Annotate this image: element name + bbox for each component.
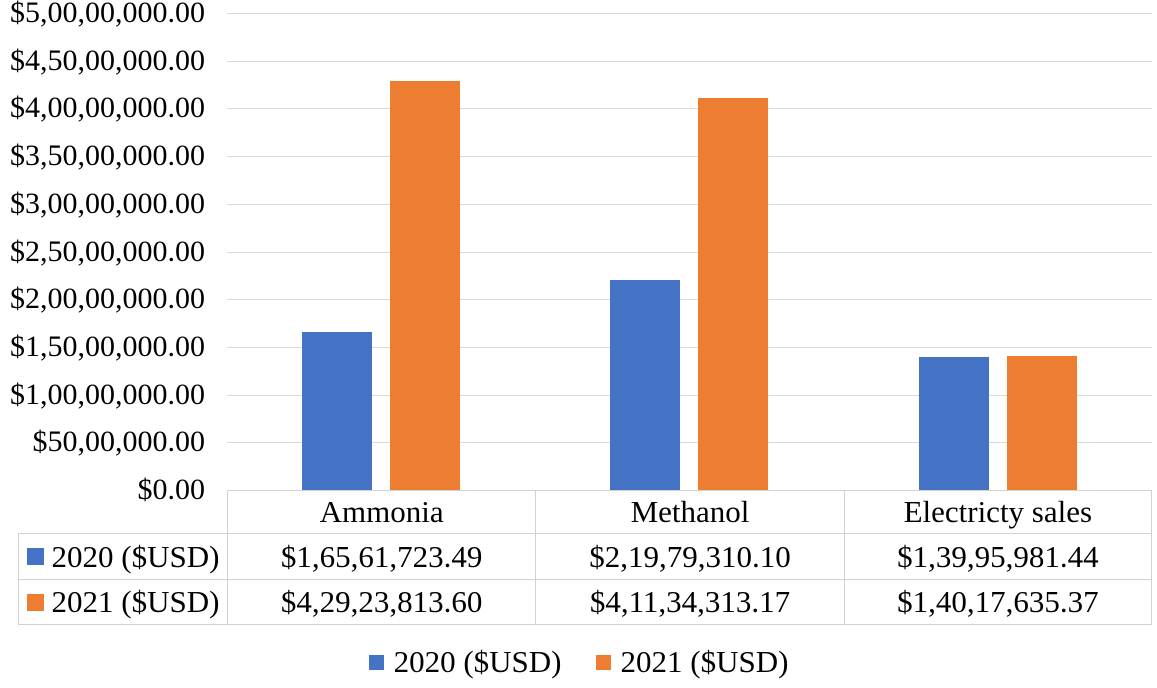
legend-2020-swatch-icon xyxy=(368,654,384,670)
bar-2020-ammonia xyxy=(302,332,373,490)
gridline xyxy=(227,13,1152,14)
y-axis-tick-label: $50,00,000.00 xyxy=(32,425,206,459)
bar-group-methanol xyxy=(535,13,843,490)
row-label-2020-text: 2020 ($USD) xyxy=(51,538,220,574)
y-axis-labels: $5,00,00,000.00 $4,50,00,000.00 $4,00,00,0… xyxy=(0,0,206,506)
bar-2020-electricty-sales xyxy=(918,356,989,490)
y-axis-tick-label: $3,00,00,000.00 xyxy=(10,186,205,220)
row-label-2020: 2020 ($USD) xyxy=(18,534,227,579)
bar-group-ammonia xyxy=(227,13,535,490)
row-label-2021: 2021 ($USD) xyxy=(18,580,227,624)
gridline xyxy=(227,346,1152,348)
bar-2021-electricty-sales xyxy=(1006,356,1077,490)
legend: 2020 ($USD) 2021 ($USD) xyxy=(0,640,1157,684)
value-2021-ammonia: $4,29,23,813.60 xyxy=(227,580,535,624)
gridline xyxy=(227,251,1152,253)
value-2020-methanol: $2,19,79,310.10 xyxy=(535,534,843,579)
table-row-2021: 2021 ($USD) $4,29,23,813.60 $4,11,34,313… xyxy=(18,579,1152,625)
category-header-electricty-sales: Electricty sales xyxy=(843,491,1152,533)
gridline xyxy=(227,156,1152,158)
gridline xyxy=(227,299,1152,301)
legend-item-2021: 2021 ($USD) xyxy=(595,644,789,680)
y-axis-tick-label: $1,00,00,000.00 xyxy=(10,377,205,411)
legend-2021-swatch-icon xyxy=(595,654,611,670)
y-axis-tick-label: $2,50,00,000.00 xyxy=(10,234,205,268)
bar-group-electricty-sales xyxy=(844,13,1152,490)
table-header-row: Ammonia Methanol Electricty sales xyxy=(227,490,1152,533)
bar-series-container xyxy=(227,13,1152,490)
row-label-2021-text: 2021 ($USD) xyxy=(51,584,220,619)
value-2020-ammonia: $1,65,61,723.49 xyxy=(227,534,535,579)
bar-2020-methanol xyxy=(610,280,681,490)
legend-2021-label: 2021 ($USD) xyxy=(620,644,789,679)
category-header-methanol: Methanol xyxy=(535,491,843,533)
y-axis-tick-label: $5,00,00,000.00 xyxy=(10,0,205,29)
y-axis-tick-label: $3,50,00,000.00 xyxy=(10,139,205,173)
plot-area xyxy=(227,13,1152,490)
value-2021-electricty: $1,40,17,635.37 xyxy=(843,580,1152,624)
value-2021-methanol: $4,11,34,313.17 xyxy=(535,580,843,624)
table-row-2020: 2020 ($USD) $1,65,61,723.49 $2,19,79,310… xyxy=(18,533,1152,579)
bar-2021-methanol xyxy=(698,97,769,490)
gridline xyxy=(227,203,1152,205)
y-axis-tick-label: $4,00,00,000.00 xyxy=(10,91,205,125)
y-axis-tick-label: $2,00,00,000.00 xyxy=(10,282,205,316)
category-header-ammonia: Ammonia xyxy=(227,491,535,533)
series-2020-key-icon xyxy=(26,548,44,565)
bar-2021-ammonia xyxy=(390,80,461,490)
gridline xyxy=(227,394,1152,396)
y-axis-tick-label: $0.00 xyxy=(137,473,206,506)
data-table: Ammonia Methanol Electricty sales 2020 (… xyxy=(18,490,1152,625)
y-axis-tick-label: $4,50,00,000.00 xyxy=(10,43,205,77)
legend-2020-label: 2020 ($USD) xyxy=(393,644,562,679)
legend-item-2020: 2020 ($USD) xyxy=(368,644,562,680)
gridline xyxy=(227,442,1152,444)
value-2020-electricty: $1,39,95,981.44 xyxy=(843,534,1152,579)
gridline xyxy=(227,60,1152,62)
gridline xyxy=(227,108,1152,110)
series-2021-key-icon xyxy=(26,593,44,611)
y-axis-tick-label: $1,50,00,000.00 xyxy=(10,329,205,363)
